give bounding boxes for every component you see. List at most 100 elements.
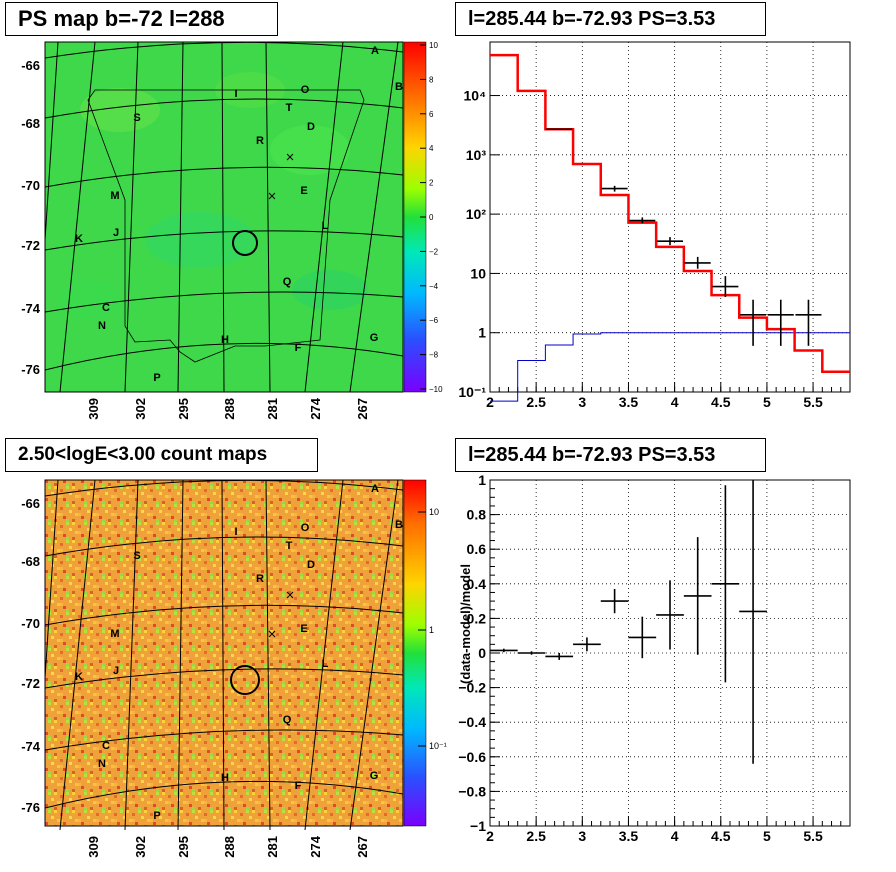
- y-tick-label: -76: [21, 362, 40, 377]
- y-tick-label: 0.2: [467, 610, 487, 626]
- y-tick-label: 0.4: [467, 576, 487, 592]
- region-label-e: E: [300, 185, 307, 197]
- region-label-l: L: [322, 220, 329, 232]
- longitude-line: [124, 41, 139, 393]
- region-label-d: D: [307, 121, 315, 133]
- x-tick-label: 281: [265, 398, 280, 420]
- region-boundary: [87, 89, 365, 363]
- region-label-i: I: [234, 526, 237, 538]
- region-label-d: D: [307, 559, 315, 571]
- colorbar-tick-label: 10: [429, 507, 439, 517]
- spectrum-panel: 2 2.5 3 3.5 4 4.5 5 5.5 10⁻¹ 1 10 10² 10³ 10⁴: [458, 41, 851, 410]
- ps-map-panel: [44, 41, 427, 393]
- ps-map-graticule: [44, 41, 404, 393]
- count-map-title: 2.50<logE<3.00 count maps: [5, 438, 318, 472]
- region-label-m: M: [110, 190, 119, 202]
- region-label-i: I: [234, 88, 237, 100]
- residual-y-label: (data-model)/model: [458, 564, 473, 684]
- count-map-graticule: [44, 479, 404, 831]
- x-tick-label: 302: [133, 836, 148, 858]
- x-tick-label: 5: [763, 394, 771, 410]
- region-label-j: J: [113, 227, 119, 239]
- y-tick-label: -72: [21, 238, 40, 253]
- latitude-line: [44, 479, 404, 497]
- longitude-line: [59, 41, 96, 393]
- latitude-line: [44, 41, 404, 59]
- colorbar-tick-label: −8: [429, 351, 439, 360]
- latitude-line: [44, 729, 404, 751]
- ps-map-title: PS map b=-72 l=288: [5, 2, 278, 36]
- colorbar-tick-label: −10: [429, 385, 443, 394]
- region-label-o: O: [301, 84, 310, 96]
- y-tick-label: −0.8: [458, 783, 486, 799]
- y-tick-label: -66: [21, 496, 40, 511]
- longitude-line: [265, 41, 271, 393]
- region-label-p: P: [153, 372, 160, 384]
- region-label-n: N: [98, 758, 106, 770]
- cross-marker: [286, 591, 294, 599]
- y-tick-label: 10⁴: [464, 88, 487, 104]
- region-label-e: E: [300, 623, 307, 635]
- x-tick-label: 295: [176, 836, 191, 858]
- longitude-line: [44, 479, 59, 679]
- source-circle: [232, 230, 258, 256]
- y-tick-label: -70: [21, 616, 40, 631]
- region-label-g: G: [370, 332, 379, 344]
- region-label-b: B: [395, 519, 403, 531]
- x-tick-label: 288: [222, 398, 237, 420]
- colorbar-tick-label: 4: [429, 144, 434, 153]
- colorbar-tick-label: 1: [429, 625, 434, 635]
- y-tick-label: 10³: [466, 147, 487, 163]
- y-tick-label: 1: [478, 325, 486, 341]
- colorbar-tick-label: −2: [429, 247, 439, 256]
- x-tick-label: 3: [578, 394, 586, 410]
- x-tick-label: 2.5: [526, 394, 546, 410]
- region-label-q: Q: [283, 714, 292, 726]
- longitude-line: [177, 479, 184, 831]
- spectrum-title: l=285.44 b=-72.93 PS=3.53: [455, 2, 766, 36]
- y-tick-label: -74: [21, 739, 41, 754]
- region-label-r: R: [256, 573, 264, 585]
- region-label-r: R: [256, 135, 264, 147]
- y-tick-label: -74: [21, 301, 41, 316]
- x-tick-label: 3: [578, 828, 586, 844]
- region-label-b: B: [395, 81, 403, 93]
- longitude-line: [265, 479, 271, 831]
- y-tick-label: −0.2: [458, 680, 486, 696]
- x-tick-label: 2: [486, 828, 494, 844]
- y-tick-label: 10²: [466, 206, 487, 222]
- latitude-line: [44, 536, 404, 557]
- y-tick-label: −0.4: [458, 714, 486, 730]
- region-label-f: F: [295, 342, 302, 354]
- region-label-t: T: [286, 102, 293, 114]
- ps-map-frame: [44, 41, 404, 393]
- x-tick-label: 4: [671, 394, 679, 410]
- latitude-line: [44, 291, 404, 313]
- residual-panel: 2 2.5 3 3.5 4 4.5 5 5.5 −1 −0.8 −0.6 −0.4 −0.2 0 0.2 0.…: [458, 472, 851, 844]
- x-tick-label: 274: [308, 397, 323, 419]
- longitude-line: [304, 41, 344, 393]
- y-tick-label: -76: [21, 800, 40, 815]
- region-label-h: H: [221, 334, 229, 346]
- region-label-s: S: [133, 112, 140, 124]
- y-tick-label: 0: [478, 645, 486, 661]
- region-label-c: C: [102, 740, 110, 752]
- cross-marker: [268, 630, 276, 638]
- cross-marker: [268, 192, 276, 200]
- region-label-a: A: [371, 45, 379, 57]
- x-tick-label: 267: [355, 836, 370, 858]
- x-tick-label: 4: [671, 828, 679, 844]
- y-tick-label: -66: [21, 58, 40, 73]
- region-label-n: N: [98, 320, 106, 332]
- latitude-line: [44, 230, 404, 251]
- colorbar-tick-label: −6: [429, 316, 439, 325]
- x-tick-label: 3.5: [619, 828, 639, 844]
- y-tick-label: 10: [470, 265, 486, 281]
- colorbar-tick-label: 0: [429, 213, 434, 222]
- x-tick-label: 4.5: [711, 828, 731, 844]
- y-tick-label: −0.6: [458, 749, 486, 765]
- count-map-frame: [44, 479, 404, 827]
- region-label-g: G: [370, 770, 379, 782]
- x-tick-label: 309: [86, 398, 101, 420]
